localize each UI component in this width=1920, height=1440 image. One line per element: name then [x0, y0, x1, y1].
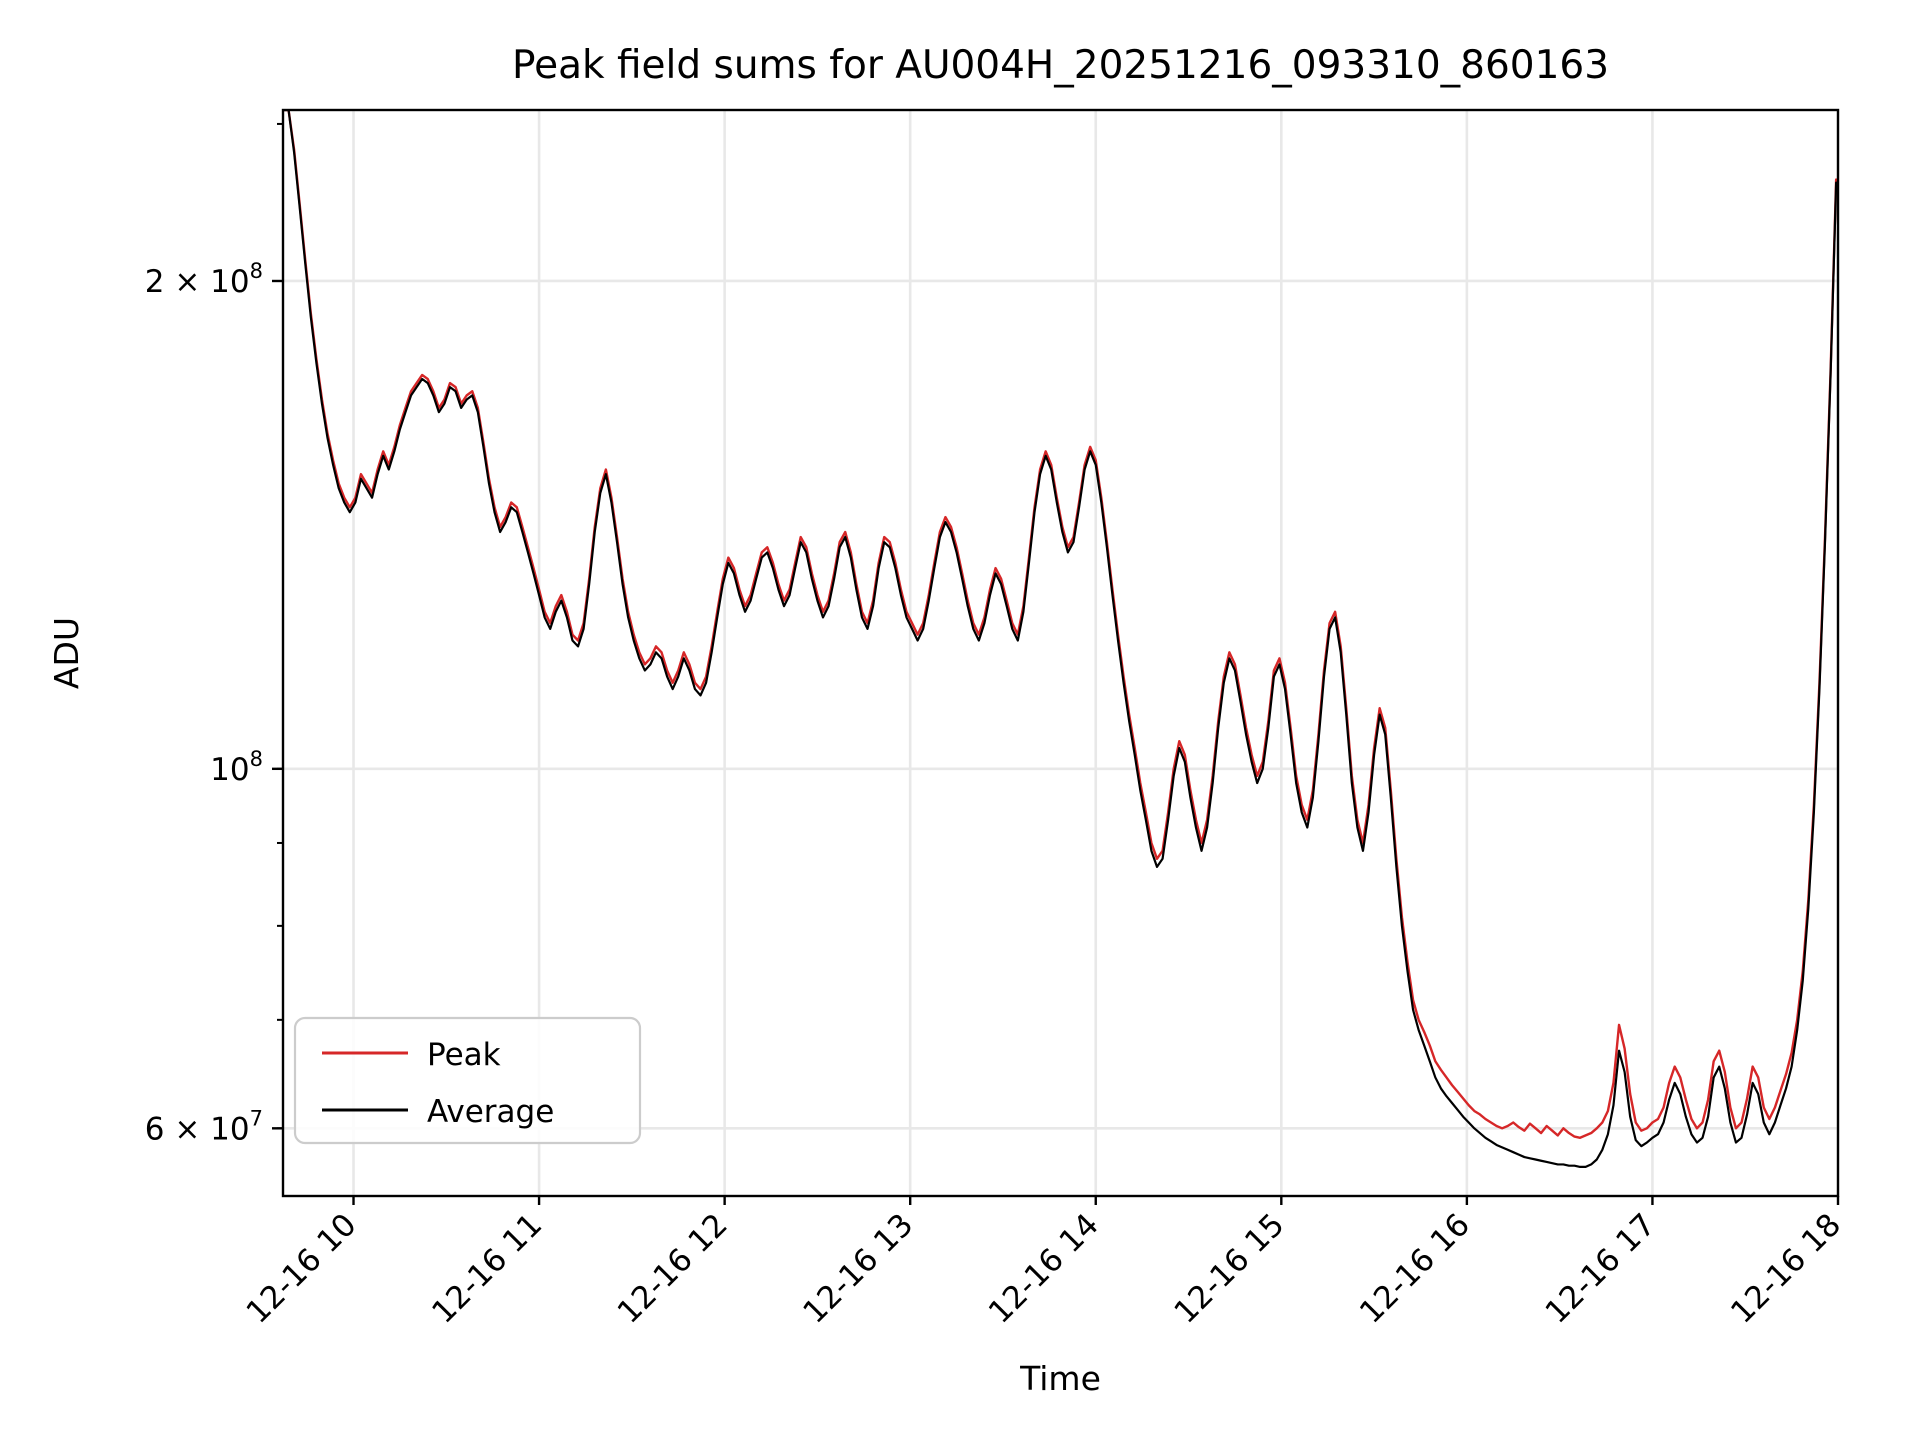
y-axis-label: ADU: [47, 617, 86, 689]
y-tick-label: 2 × 108: [145, 259, 263, 300]
svg-text:108: 108: [210, 747, 263, 788]
svg-text:6 × 107: 6 × 107: [145, 1106, 263, 1147]
x-axis-label: Time: [1019, 1359, 1101, 1398]
chart-legend[interactable]: Peak Average: [293, 1016, 642, 1145]
legend-label-average: Average: [427, 1094, 554, 1130]
series-line-average: [283, 110, 1838, 1169]
legend-label-peak: Peak: [427, 1037, 501, 1073]
axis-tick-marks: [272, 122, 1840, 1205]
y-tick-label: 108: [210, 747, 263, 788]
axes-spines: [281, 108, 1840, 1198]
chart-title: Peak field sums for AU004H_20251216_0933…: [512, 43, 1609, 88]
svg-text:2 × 108: 2 × 108: [145, 259, 263, 300]
y-tick-label: 6 × 107: [145, 1106, 263, 1147]
y-axis-tick-labels: 2 × 108 108 6 × 107: [145, 259, 263, 1147]
